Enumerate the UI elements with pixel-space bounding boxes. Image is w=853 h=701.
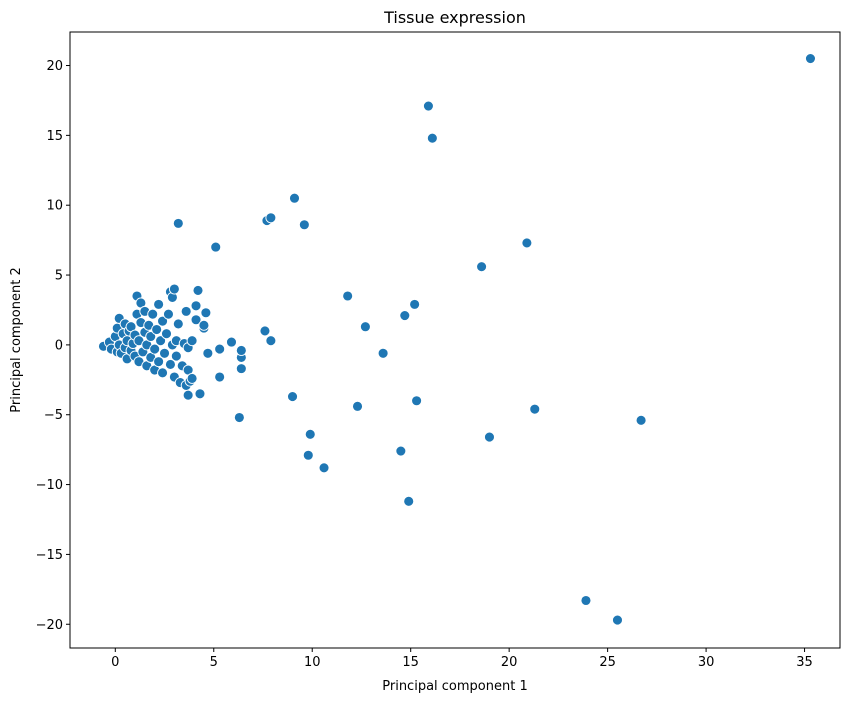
data-point [210, 241, 222, 253]
data-point [164, 358, 176, 370]
x-axis: 0 5 10 15 20 25 30 35 [111, 648, 813, 670]
data-point [403, 495, 415, 507]
data-point [259, 325, 271, 337]
data-point [192, 284, 204, 296]
data-point [235, 345, 247, 356]
data-point [233, 412, 245, 423]
data-point [580, 595, 592, 606]
data-point [214, 343, 226, 355]
x-tick-label: 15 [402, 655, 419, 670]
data-point [318, 462, 330, 474]
data-point [186, 335, 198, 347]
x-tick-label: 20 [501, 655, 518, 670]
data-point [186, 372, 198, 384]
x-axis-label: Principal component 1 [382, 679, 527, 694]
x-tick-label: 5 [210, 655, 218, 670]
data-point [170, 350, 182, 362]
data-point [155, 335, 167, 347]
x-tick-label: 10 [304, 655, 321, 670]
y-tick-label: −10 [36, 478, 63, 493]
data-point [529, 403, 541, 415]
data-point [298, 219, 310, 231]
chart-title: Tissue expression [383, 8, 526, 27]
data-point [287, 391, 298, 403]
data-point [399, 310, 411, 322]
data-point [805, 53, 816, 64]
data-point [265, 335, 277, 347]
data-point [190, 300, 202, 312]
data-point [198, 319, 210, 331]
data-point [342, 290, 354, 302]
data-point [235, 363, 247, 375]
data-point [190, 314, 202, 326]
data-point [149, 343, 161, 355]
data-point [180, 305, 192, 317]
data-point [151, 324, 163, 335]
data-point [161, 328, 172, 340]
plot-area [69, 31, 841, 649]
data-point [172, 318, 184, 330]
data-point [159, 347, 170, 359]
data-point [409, 298, 421, 310]
data-point [226, 336, 237, 348]
y-tick-label: −20 [36, 618, 63, 633]
data-point [359, 321, 371, 333]
data-point [422, 100, 434, 112]
y-tick-label: 5 [55, 269, 63, 284]
data-point [202, 347, 214, 359]
data-point [168, 283, 180, 295]
data-point [153, 298, 165, 310]
data-points [98, 53, 816, 626]
y-tick-label: 15 [46, 129, 63, 144]
data-point [194, 388, 206, 400]
y-tick-label: 10 [46, 199, 63, 214]
y-axis-label: Principal component 2 [9, 267, 24, 412]
data-point [521, 237, 533, 249]
data-point [352, 400, 363, 412]
x-tick-label: 0 [111, 655, 119, 670]
data-point [157, 367, 169, 379]
y-tick-label: 0 [55, 338, 63, 353]
data-point [612, 614, 623, 626]
data-point [302, 449, 314, 461]
data-point [182, 389, 194, 401]
data-point [157, 315, 169, 327]
data-point [484, 431, 495, 443]
x-tick-label: 35 [796, 655, 813, 670]
y-axis: −20 −15 −10 −5 0 5 10 15 20 [36, 59, 70, 633]
data-point [395, 445, 407, 457]
data-point [304, 428, 316, 440]
data-point [411, 395, 423, 407]
data-point [377, 347, 389, 359]
data-point [426, 132, 438, 144]
data-point [289, 192, 300, 204]
data-point [214, 371, 226, 383]
data-point [635, 414, 647, 426]
x-tick-label: 25 [599, 655, 616, 670]
data-point [172, 217, 184, 229]
y-tick-label: −15 [36, 548, 63, 563]
data-point [265, 212, 277, 224]
y-tick-label: 20 [46, 59, 63, 74]
y-tick-label: −5 [44, 408, 63, 423]
data-point [147, 308, 159, 320]
data-point [145, 331, 157, 342]
x-tick-label: 30 [698, 655, 715, 670]
data-point [163, 308, 174, 320]
data-point [153, 356, 165, 368]
data-point [200, 307, 212, 319]
data-point [476, 261, 488, 273]
